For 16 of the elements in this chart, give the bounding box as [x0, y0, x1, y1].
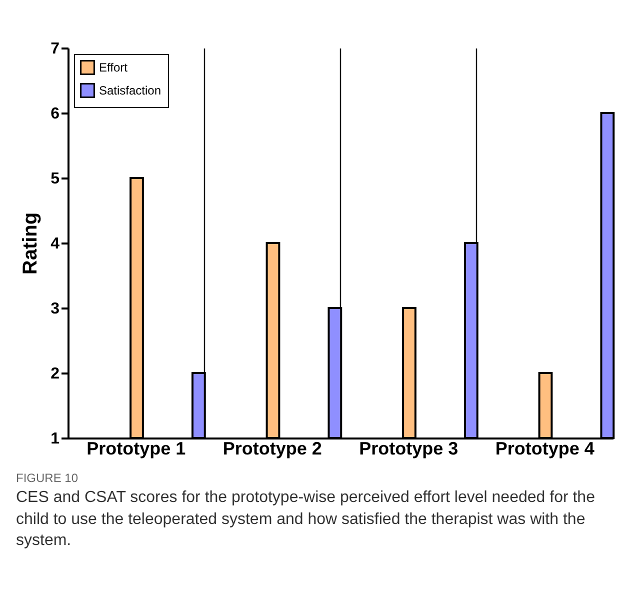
y-tick-label: 6	[50, 106, 60, 122]
y-tick-label: 1	[50, 430, 60, 448]
y-tick-label: 2	[50, 366, 60, 382]
x-tick-label: Prototype 4	[495, 438, 594, 458]
y-tick-label: 3	[50, 300, 60, 318]
y-axis-title: Rating	[20, 212, 42, 275]
y-tick-label: 5	[50, 170, 60, 188]
text: CES and CSAT scores for the prototype-wise perceived effort level needed for the child to use the teleoperated system and how satisfied the therapist was with the system.	[16, 488, 596, 552]
legend-label: Satisfaction	[99, 84, 162, 98]
x-tick-label: Prototype 2	[222, 438, 322, 458]
caption: FIGURE 10	[16, 471, 80, 485]
x-tick-label: Prototype 1	[86, 438, 186, 458]
x-tick-label: Prototype 3	[359, 438, 458, 458]
legend-label: Effort	[99, 60, 128, 74]
y-tick-label: 4	[50, 236, 60, 252]
y-tick-label: 7	[50, 40, 60, 58]
